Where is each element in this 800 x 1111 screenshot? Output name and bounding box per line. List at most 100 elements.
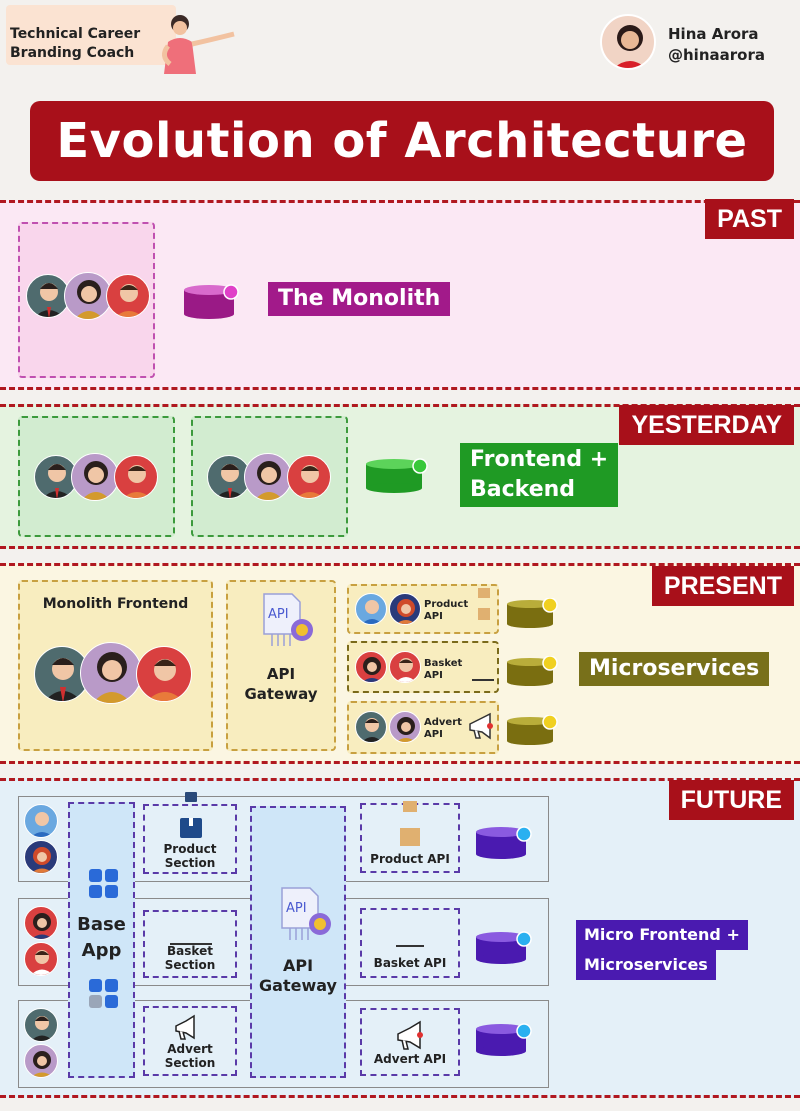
database-icon (507, 598, 558, 628)
api-gateway-icon: API (281, 887, 331, 940)
advert-api-label: Advert API (373, 1052, 447, 1066)
basket-icon (170, 943, 212, 945)
tag-future: FUTURE (668, 780, 794, 820)
section-line: Section (164, 1056, 216, 1070)
advert-api-label: Advert API (424, 717, 462, 741)
basket-api-box (360, 908, 460, 978)
product-section-label: Product Section (145, 842, 235, 870)
api-gateway-line: API (282, 956, 314, 975)
database-icon (507, 656, 558, 686)
team-member-avatar (114, 455, 158, 499)
coach-badge: Technical Career Branding Coach (6, 5, 176, 65)
basket-icon (472, 679, 494, 681)
box-icon (478, 588, 490, 620)
megaphone-icon (469, 712, 493, 740)
service-line: API (424, 729, 443, 740)
service-line: Advert (424, 717, 462, 728)
api-gateway-icon: API (263, 593, 313, 646)
team-member-avatar (287, 455, 331, 499)
page-title: Evolution of Architecture (30, 101, 774, 181)
team-member-avatar (355, 651, 387, 683)
team-member-avatar (34, 455, 78, 499)
team-member-avatar (106, 274, 150, 318)
team-member-avatar (136, 646, 192, 702)
team-member-avatar (389, 651, 421, 683)
product-box-icon (400, 801, 420, 846)
label-monolith: The Monolith (268, 282, 451, 316)
tag-past: PAST (705, 199, 794, 239)
coach-label-line2: Branding Coach (10, 45, 135, 61)
megaphone-icon (397, 1020, 423, 1050)
team-member-avatar (207, 455, 251, 499)
product-box-icon (180, 792, 202, 838)
database-icon (476, 931, 532, 964)
app-grid-icon (89, 869, 118, 898)
author-handle: @hinaarora (668, 46, 765, 64)
team-member-avatar (80, 642, 142, 704)
tag-yesterday: YESTERDAY (619, 405, 794, 445)
api-gateway-line: API (266, 665, 296, 683)
label-line: Microservices (576, 950, 716, 980)
api-icon-text: API (286, 901, 307, 916)
section-line: Product (163, 842, 217, 856)
label-micro-frontend: Micro Frontend + Microservices (576, 920, 760, 980)
coach-label-line1: Technical Career (10, 26, 141, 42)
database-icon (507, 715, 558, 745)
team-member-avatar (24, 1044, 58, 1078)
product-api-label: Product API (370, 852, 450, 866)
team-member-avatar (355, 711, 387, 743)
product-section-box (143, 804, 237, 874)
api-gateway-future-box (250, 806, 346, 1078)
basket-icon (396, 945, 424, 947)
basket-section-label: Basket Section (145, 944, 235, 972)
team-member-avatar (71, 453, 119, 501)
author-info: Hina Arora @hinaarora (668, 24, 765, 66)
section-line: Section (164, 958, 216, 972)
service-line: Basket (424, 658, 463, 669)
team-member-avatar (24, 840, 58, 874)
database-icon (476, 1023, 532, 1056)
label-frontend-backend: Frontend + Backend (460, 443, 619, 507)
author-name: Hina Arora (668, 25, 759, 43)
team-member-avatar (355, 593, 387, 625)
team-member-avatar (389, 593, 421, 625)
product-api-label: Product API (424, 599, 468, 623)
advert-section-box (143, 1006, 237, 1076)
label-microservices: Microservices (579, 652, 770, 686)
team-member-avatar (24, 942, 58, 976)
monolith-frontend-label: Monolith Frontend (42, 596, 189, 612)
tag-present: PRESENT (651, 566, 794, 606)
api-gateway-line: Gateway (244, 685, 318, 703)
base-app-label: Base App (70, 912, 133, 964)
team-member-avatar (244, 453, 292, 501)
label-line: Micro Frontend + (576, 920, 748, 950)
advert-section-label: Advert Section (145, 1042, 235, 1070)
basket-api-label: Basket API (373, 956, 447, 970)
team-member-avatar (24, 906, 58, 940)
api-gateway-future-label: API Gateway (252, 956, 344, 996)
section-line: Basket (167, 944, 213, 958)
team-member-avatar (24, 1008, 58, 1042)
author-avatar (600, 14, 656, 70)
team-member-avatar (389, 711, 421, 743)
basket-api-label: Basket API (424, 658, 462, 682)
section-line: Advert (167, 1042, 213, 1056)
coach-illustration (162, 15, 235, 74)
database-icon (366, 458, 428, 493)
database-icon (476, 826, 532, 859)
service-line: Product (424, 599, 469, 610)
basket-section-box (143, 910, 237, 978)
label-line: Backend (470, 477, 576, 502)
team-member-avatar (64, 272, 112, 320)
service-line: API (424, 611, 443, 622)
team-member-avatar (24, 804, 58, 838)
team-member-avatar (26, 274, 70, 318)
api-gateway-label: API Gateway (228, 664, 334, 704)
section-line: Section (164, 856, 216, 870)
base-app-line: Base (77, 914, 126, 935)
service-line: API (424, 670, 443, 681)
api-icon-text: API (268, 607, 289, 622)
label-line: Frontend + (470, 447, 609, 472)
megaphone-icon (175, 1014, 195, 1040)
advert-api-box (360, 1008, 460, 1076)
